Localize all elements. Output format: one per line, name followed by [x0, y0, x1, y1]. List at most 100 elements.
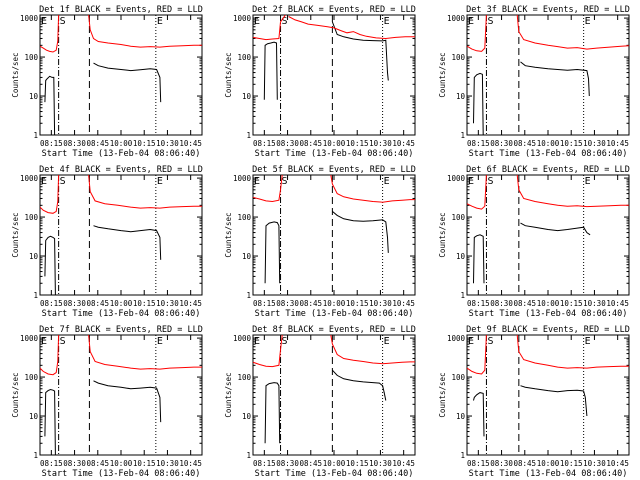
- y-tick-label: 10: [29, 92, 39, 101]
- y-tick-label: 1: [460, 131, 465, 140]
- lld-series-line: [40, 15, 60, 53]
- events-series-line: [44, 388, 56, 455]
- x-tick-label: 10:15: [560, 299, 583, 308]
- y-tick-label: 10: [456, 412, 466, 421]
- x-tick-label: 08:15: [40, 299, 63, 308]
- marker-label: E: [468, 176, 474, 187]
- marker-label: E: [41, 336, 47, 347]
- x-tick-label: 10:00: [537, 139, 560, 148]
- panel-det-2: Det 2f BLACK = Events, RED = LLD 1 10 100 10…: [224, 5, 416, 159]
- x-tick-label: 08:45: [299, 139, 322, 148]
- panel-det-9: Det 9f BLACK = Events, RED = LLD 1 10 100 10…: [438, 325, 630, 479]
- events-series-line: [520, 385, 588, 417]
- panel-title: Det 6f BLACK = Events, RED = LLD: [466, 165, 630, 175]
- lld-series-line: [330, 175, 415, 203]
- x-tick-label: 10:15: [133, 299, 156, 308]
- y-tick-label: 1000: [20, 14, 39, 23]
- x-tick-label: 10:30: [156, 459, 179, 468]
- y-axis-label: Counts/sec: [224, 52, 233, 97]
- x-tick-label: 08:30: [490, 139, 513, 148]
- x-tick-label: 08:30: [490, 299, 513, 308]
- x-axis-label: Start Time (13-Feb-04 08:06:40): [255, 469, 414, 479]
- marker-label: E: [585, 336, 591, 347]
- panel-title: Det 1f BLACK = Events, RED = LLD: [39, 5, 203, 15]
- lld-series-line: [516, 175, 629, 208]
- y-tick-label: 1000: [447, 174, 466, 183]
- y-axis-label: Counts/sec: [438, 372, 447, 417]
- x-tick-label: 08:15: [467, 299, 490, 308]
- x-tick-label: 10:00: [323, 139, 346, 148]
- y-tick-label: 100: [24, 53, 38, 62]
- marker-label: E: [468, 16, 474, 27]
- x-tick-label: 08:15: [40, 459, 63, 468]
- x-tick-label: 10:45: [392, 459, 415, 468]
- x-tick-label: 10:15: [346, 139, 369, 148]
- panel-title: Det 4f BLACK = Events, RED = LLD: [39, 165, 203, 175]
- lld-series-line: [516, 15, 629, 50]
- x-tick-label: 08:15: [253, 459, 276, 468]
- marker-label: E: [254, 176, 260, 187]
- x-tick-label: 10:30: [369, 299, 392, 308]
- x-axis-label: Start Time (13-Feb-04 08:06:40): [42, 469, 201, 479]
- y-tick-label: 1: [460, 451, 465, 460]
- x-tick-label: 10:30: [369, 459, 392, 468]
- y-tick-label: 1: [33, 451, 38, 460]
- marker-label: S: [282, 336, 288, 347]
- events-series-line: [264, 221, 281, 284]
- marker-label: E: [585, 176, 591, 187]
- marker-label: E: [157, 336, 163, 347]
- x-tick-label: 10:45: [392, 299, 415, 308]
- x-axis-label: Start Time (13-Feb-04 08:06:40): [255, 309, 414, 319]
- plot-frame: [39, 174, 203, 296]
- x-axis-label: Start Time (13-Feb-04 08:06:40): [42, 309, 201, 319]
- events-series-line: [44, 235, 56, 295]
- panel-det-1: Det 1f BLACK = Events, RED = LLD 1 10 100 10…: [11, 5, 203, 159]
- x-tick-label: 08:30: [276, 139, 299, 148]
- x-tick-label: 08:15: [467, 139, 490, 148]
- x-tick-label: 10:00: [110, 139, 133, 148]
- events-series-line: [264, 382, 281, 444]
- y-tick-label: 10: [456, 252, 466, 261]
- x-tick-label: 10:00: [323, 299, 346, 308]
- x-tick-label: 10:30: [583, 299, 606, 308]
- marker-label: E: [468, 336, 474, 347]
- x-tick-label: 10:45: [606, 139, 629, 148]
- x-tick-label: 08:15: [467, 459, 490, 468]
- marker-label: S: [487, 176, 493, 187]
- x-tick-label: 10:30: [583, 459, 606, 468]
- marker-label: E: [384, 336, 390, 347]
- marker-label: E: [254, 336, 260, 347]
- x-tick-label: 10:00: [537, 459, 560, 468]
- events-series-line: [93, 225, 162, 260]
- x-tick-label: 10:45: [606, 299, 629, 308]
- y-axis-label: Counts/sec: [224, 212, 233, 257]
- x-tick-label: 10:30: [369, 139, 392, 148]
- marker-label: E: [384, 16, 390, 27]
- y-tick-label: 1: [33, 291, 38, 300]
- x-tick-label: 10:00: [110, 299, 133, 308]
- lld-series-line: [467, 175, 487, 210]
- y-tick-label: 10: [242, 92, 252, 101]
- panel-title: Det 8f BLACK = Events, RED = LLD: [252, 325, 416, 335]
- x-axis-label: Start Time (13-Feb-04 08:06:40): [255, 149, 414, 159]
- panel-det-6: Det 6f BLACK = Events, RED = LLD 1 10 100 10…: [438, 165, 630, 319]
- plot-frame: [466, 174, 630, 296]
- y-tick-label: 10: [456, 92, 466, 101]
- x-tick-label: 08:30: [490, 459, 513, 468]
- y-tick-label: 100: [451, 213, 465, 222]
- marker-label: S: [282, 176, 288, 187]
- lld-series-line: [88, 15, 202, 48]
- events-series-line: [473, 234, 485, 284]
- y-axis-label: Counts/sec: [438, 52, 447, 97]
- x-tick-label: 10:45: [179, 299, 202, 308]
- y-tick-label: 1000: [233, 14, 252, 23]
- marker-label: S: [60, 176, 66, 187]
- x-tick-label: 10:45: [179, 459, 202, 468]
- x-tick-label: 10:00: [537, 299, 560, 308]
- y-tick-label: 100: [451, 53, 465, 62]
- y-tick-label: 10: [29, 412, 39, 421]
- lld-series-line: [88, 335, 202, 370]
- marker-label: S: [487, 16, 493, 27]
- x-tick-label: 08:45: [513, 139, 536, 148]
